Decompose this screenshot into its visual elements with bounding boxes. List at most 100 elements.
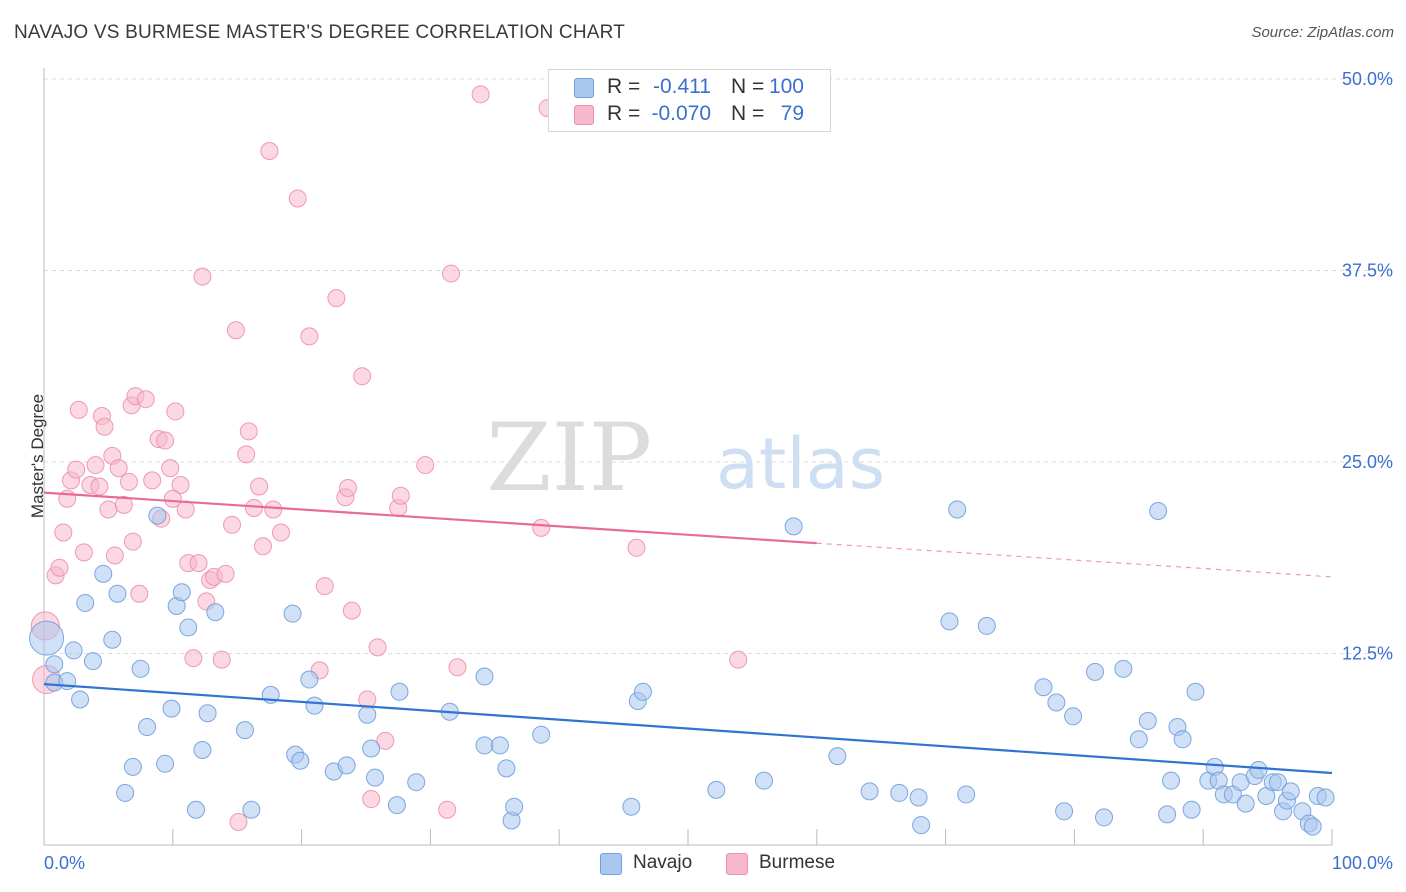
- y-tick-label: 12.5%: [1342, 644, 1393, 664]
- legend-swatch-burmese: [574, 105, 594, 125]
- navajo-point: [76, 593, 95, 612]
- navajo-point: [291, 751, 310, 770]
- burmese-point: [193, 267, 212, 286]
- navajo-point: [532, 725, 551, 744]
- navajo-point: [1034, 678, 1053, 697]
- legend-r-value: -0.411: [653, 75, 711, 98]
- legend-n-label: N =: [731, 75, 765, 98]
- legend-row-burmese: R = -0.070 N = 79: [549, 102, 830, 128]
- legend-swatch-navajo: [574, 78, 594, 98]
- burmese-point: [163, 489, 182, 508]
- navajo-point: [300, 670, 319, 689]
- burmese-point: [250, 477, 269, 496]
- navajo-point: [1249, 760, 1268, 779]
- burmese-point: [120, 472, 139, 491]
- burmese-trend-line-extension: [816, 542, 1333, 578]
- navajo-point: [860, 782, 879, 801]
- navajo-point: [94, 564, 113, 583]
- navajo-point: [490, 736, 509, 755]
- burmese-point: [264, 500, 283, 519]
- navajo-point: [283, 604, 302, 623]
- navajo-point: [235, 721, 254, 740]
- navajo-points: [29, 500, 1335, 836]
- burmese-point: [86, 456, 105, 475]
- navajo-point: [1281, 782, 1300, 801]
- axes: [43, 68, 1333, 846]
- watermark: ZIP atlas: [486, 404, 885, 513]
- burmese-point: [161, 459, 180, 478]
- navajo-point: [138, 718, 157, 737]
- navajo-point: [1158, 805, 1177, 824]
- burmese-point: [109, 459, 128, 478]
- navajo-point: [83, 652, 102, 671]
- burmese-point: [253, 537, 272, 556]
- burmese-point: [362, 790, 381, 809]
- burmese-point: [342, 601, 361, 620]
- burmese-point: [729, 650, 748, 669]
- burmese-trend-line: [43, 491, 817, 545]
- legend-n-value: 100: [768, 75, 804, 98]
- navajo-point: [407, 773, 426, 792]
- navajo-point: [362, 739, 381, 758]
- navajo-point: [1055, 802, 1074, 821]
- navajo-point: [475, 667, 494, 686]
- navajo-point: [337, 756, 356, 775]
- burmese-point: [471, 85, 490, 104]
- navajo-point: [45, 655, 64, 674]
- navajo-point: [909, 788, 928, 807]
- navajo-point: [784, 517, 803, 536]
- navajo-trend-line: [43, 683, 1333, 775]
- navajo-point: [1182, 800, 1201, 819]
- navajo-point: [1129, 730, 1148, 749]
- tick-labels: 12.5% 25.0% 37.5% 50.0% 0.0% 100.0%: [44, 69, 1393, 873]
- navajo-point: [358, 705, 377, 724]
- navajo-point: [131, 659, 150, 678]
- navajo-point: [366, 768, 385, 787]
- navajo-point: [957, 785, 976, 804]
- navajo-point: [1186, 682, 1205, 701]
- burmese-point: [532, 518, 551, 537]
- burmese-point: [300, 327, 319, 346]
- navajo-point: [1162, 771, 1180, 790]
- burmese-point: [69, 400, 88, 419]
- navajo-point: [754, 771, 773, 790]
- navajo-point: [162, 699, 181, 718]
- navajo-point: [71, 690, 90, 709]
- navajo-point: [1095, 808, 1114, 827]
- navajo-point: [948, 500, 967, 519]
- burmese-point: [156, 431, 175, 450]
- burmese-point: [54, 523, 73, 542]
- bottom-legend-label-burmese: Burmese: [759, 852, 836, 873]
- bottom-legend-swatch-navajo: [600, 853, 622, 875]
- navajo-point: [29, 620, 65, 656]
- correlation-legend: R = -0.411 N = 100 R = -0.070 N = 79: [548, 69, 831, 132]
- y-tick-label: 25.0%: [1342, 452, 1393, 472]
- watermark-zip: ZIP: [486, 404, 652, 513]
- navajo-point: [103, 630, 122, 649]
- burmese-point: [391, 486, 410, 505]
- navajo-point: [1064, 707, 1083, 726]
- navajo-point: [123, 757, 142, 776]
- navajo-point: [622, 797, 641, 816]
- navajo-point: [1149, 502, 1168, 521]
- burmese-point: [136, 390, 155, 409]
- navajo-point: [206, 603, 225, 622]
- burmese-point: [288, 189, 307, 208]
- navajo-point: [172, 583, 191, 602]
- burmese-point: [226, 321, 245, 340]
- y-axis-label: Master's Degree: [28, 393, 47, 519]
- navajo-point: [707, 780, 726, 799]
- burmese-point: [229, 813, 248, 832]
- navajo-point: [64, 641, 83, 660]
- burmese-point: [50, 558, 69, 577]
- navajo-point: [156, 754, 175, 773]
- source-label: Source: ZipAtlas.com: [1251, 24, 1394, 41]
- burmese-point: [438, 800, 457, 819]
- navajo-point: [1173, 730, 1192, 749]
- legend-r-label: R =: [607, 75, 641, 98]
- navajo-point: [1236, 794, 1255, 813]
- burmese-point: [166, 402, 185, 421]
- burmese-point: [376, 731, 395, 750]
- navajo-point: [1114, 659, 1133, 678]
